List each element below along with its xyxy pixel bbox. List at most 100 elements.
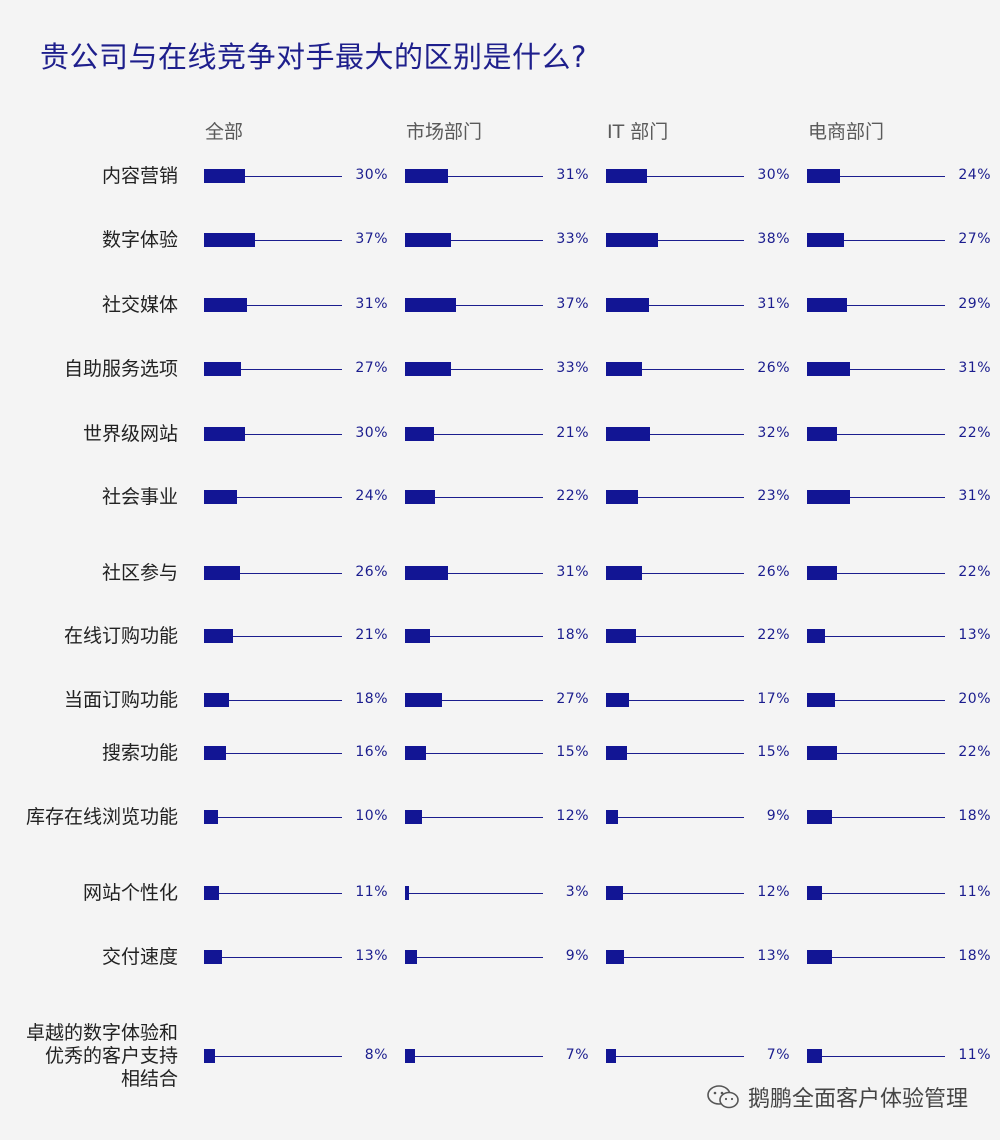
bar	[807, 693, 835, 707]
category-label-line: 相结合	[120, 1067, 178, 1090]
bar-track	[405, 176, 543, 177]
bar	[807, 566, 838, 580]
bar	[204, 950, 222, 964]
category-label: 库存在线浏览功能	[26, 806, 178, 829]
data-label: 33%	[556, 231, 589, 247]
data-label: 13%	[757, 948, 790, 964]
bar	[807, 886, 823, 900]
bar	[204, 746, 227, 760]
bar-track	[204, 753, 342, 754]
bar	[807, 169, 841, 183]
data-label: 31%	[556, 564, 589, 580]
category-label: 社会事业	[102, 486, 178, 509]
bar	[405, 566, 448, 580]
data-label: 31%	[958, 360, 991, 376]
data-label: 31%	[556, 167, 589, 183]
bar	[204, 693, 229, 707]
data-label: 23%	[757, 488, 790, 504]
bar	[204, 810, 218, 824]
bar-track	[807, 957, 945, 958]
data-label: 11%	[355, 884, 388, 900]
bar	[606, 950, 624, 964]
bar	[606, 362, 642, 376]
bar	[606, 1049, 616, 1063]
bar-track	[606, 369, 744, 370]
bar	[204, 169, 246, 183]
data-label: 11%	[958, 1047, 991, 1063]
data-label: 38%	[757, 231, 790, 247]
category-label: 世界级网站	[83, 423, 178, 446]
data-label: 26%	[757, 360, 790, 376]
data-label: 10%	[355, 808, 388, 824]
data-label: 22%	[958, 564, 991, 580]
bar-track	[204, 434, 342, 435]
data-label: 11%	[958, 884, 991, 900]
bar-track	[405, 240, 543, 241]
bar-track	[606, 305, 744, 306]
data-label: 26%	[355, 564, 388, 580]
category-label-line: 社会事业	[101, 485, 178, 508]
bar	[807, 629, 825, 643]
bar	[606, 298, 649, 312]
bar	[204, 886, 220, 900]
data-label: 31%	[757, 296, 790, 312]
bar-track	[405, 700, 543, 701]
bar-track	[204, 957, 342, 958]
bar-track	[807, 753, 945, 754]
data-label: 9%	[565, 948, 589, 964]
bar-track	[606, 700, 744, 701]
category-label: 数字体验	[102, 229, 178, 252]
data-label: 24%	[355, 488, 388, 504]
data-label: 22%	[958, 425, 991, 441]
data-label: 20%	[958, 691, 991, 707]
bar	[405, 233, 451, 247]
category-label-line: 优秀的客户支持	[44, 1044, 178, 1067]
data-label: 12%	[556, 808, 589, 824]
bar	[606, 629, 637, 643]
bar	[807, 1049, 823, 1063]
bar	[606, 169, 648, 183]
bar-track	[807, 1056, 945, 1057]
bar	[204, 298, 247, 312]
category-label: 网站个性化	[83, 882, 178, 905]
bar-track	[204, 305, 342, 306]
data-label: 30%	[757, 167, 790, 183]
bar	[606, 233, 659, 247]
bar-track	[807, 176, 945, 177]
data-label: 22%	[958, 744, 991, 760]
bar	[807, 490, 850, 504]
data-label: 8%	[364, 1047, 388, 1063]
bar-track	[807, 817, 945, 818]
bar	[405, 693, 443, 707]
bar	[606, 810, 619, 824]
bar-track	[405, 1056, 543, 1057]
bar-track	[405, 305, 543, 306]
category-label: 内容营销	[102, 165, 178, 188]
category-label: 卓越的数字体验和 优秀的客户支持 相结合	[26, 1022, 178, 1091]
bar-track	[606, 1056, 744, 1057]
category-label-line: 社交媒体	[101, 293, 178, 316]
data-label: 18%	[958, 948, 991, 964]
data-label: 27%	[958, 231, 991, 247]
data-label: 27%	[355, 360, 388, 376]
bar-track	[405, 893, 543, 894]
bar-track	[204, 636, 342, 637]
data-label: 15%	[757, 744, 790, 760]
bar-track	[405, 573, 543, 574]
bar	[807, 427, 838, 441]
bar	[606, 746, 627, 760]
bar	[204, 427, 246, 441]
bar	[405, 629, 430, 643]
bar-track	[405, 753, 543, 754]
bar-track	[807, 636, 945, 637]
series-header: 电商部门	[808, 121, 885, 143]
data-label: 37%	[556, 296, 589, 312]
bar	[405, 298, 457, 312]
bar-track	[807, 893, 945, 894]
watermark-text: 鹅鹏全面客户体验管理	[747, 1087, 968, 1112]
bar	[405, 1049, 415, 1063]
bar	[807, 298, 848, 312]
data-label: 9%	[766, 808, 790, 824]
bar-track	[405, 636, 543, 637]
data-label: 7%	[565, 1047, 589, 1063]
